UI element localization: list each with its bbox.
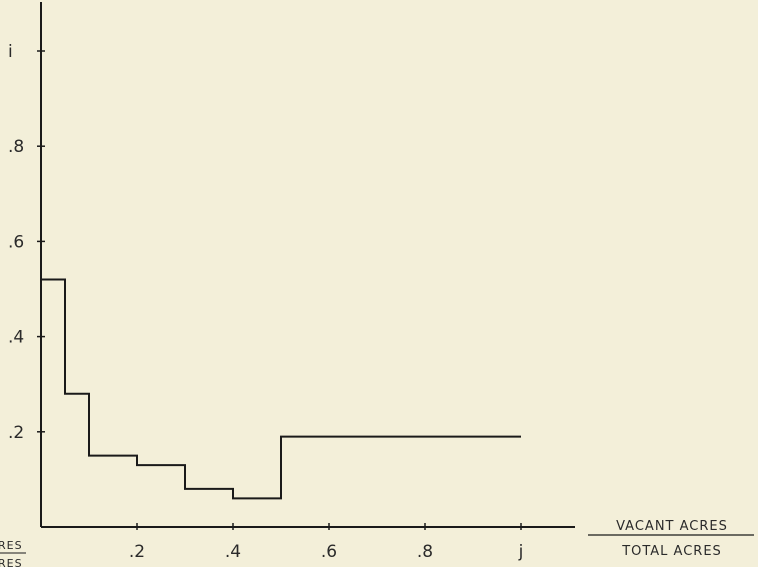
y-tick-label: i	[8, 42, 13, 62]
x-tick-label: .6	[321, 542, 337, 562]
y-tick-label: .8	[8, 137, 24, 157]
y-axis-label-partial-denominator: RES	[0, 557, 23, 567]
y-tick-label: .2	[8, 423, 24, 443]
axes	[40, 2, 575, 528]
y-ticks: .2 .4 .6 .8 i	[8, 42, 45, 443]
x-tick-label: j	[518, 542, 524, 562]
x-axis-label-numerator: VACANT ACRES	[616, 519, 728, 534]
y-axis-label-partial-numerator: RES	[0, 539, 23, 552]
data-series-step-line	[41, 278, 521, 500]
y-tick-label: .4	[8, 328, 24, 348]
x-ticks: .2 .4 .6 .8 j	[129, 523, 523, 562]
x-tick-label: .8	[417, 542, 433, 562]
y-tick-label: .6	[8, 232, 24, 252]
x-tick-label: .2	[129, 542, 145, 562]
x-axis-label-denominator: TOTAL ACRES	[621, 544, 722, 559]
x-tick-label: .4	[225, 542, 241, 562]
